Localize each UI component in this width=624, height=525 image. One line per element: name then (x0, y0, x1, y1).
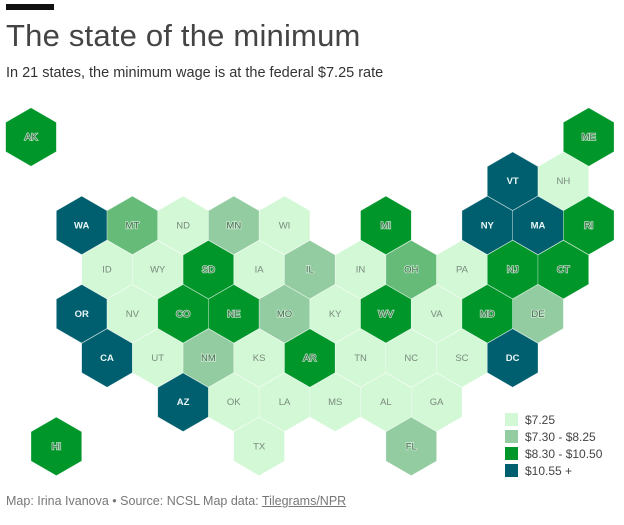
footer-credit-text: Map: Irina Ivanova • Source: NCSL Map da… (6, 494, 262, 508)
state-label: KY (329, 309, 342, 320)
state-label: MO (277, 309, 292, 320)
state-label: NC (404, 353, 418, 364)
legend-label: $8.30 - $10.50 (525, 446, 603, 461)
state-label: UT (151, 353, 164, 364)
state-hex-fl[interactable]: FL (385, 416, 437, 477)
header-accent-bar (6, 4, 54, 10)
legend-label: $7.25 (525, 412, 556, 427)
state-hex-shape[interactable] (486, 328, 539, 388)
state-label: AR (303, 353, 316, 364)
state-label: MT (126, 220, 140, 231)
page-subtitle: In 21 states, the minimum wage is at the… (6, 65, 384, 81)
state-hex-shape[interactable] (5, 107, 57, 167)
state-label: CA (100, 353, 114, 364)
state-label: WY (150, 265, 166, 276)
state-label: FL (406, 441, 417, 452)
state-label: NV (126, 309, 140, 320)
state-hex-mn[interactable]: MN (208, 195, 260, 256)
state-hex-mt[interactable]: MT (106, 195, 159, 256)
legend-label: $10.55 + (525, 463, 573, 478)
state-label: WA (74, 220, 89, 231)
state-label: CO (176, 309, 190, 320)
source-link[interactable]: Tilegrams/NPR (261, 494, 347, 508)
state-hex-tx[interactable]: TX (233, 416, 285, 477)
legend-swatch (505, 413, 518, 426)
state-hex-mo[interactable]: MO (258, 284, 311, 344)
state-label: HI (52, 441, 62, 452)
state-label: ME (582, 132, 596, 143)
state-label: TX (253, 441, 266, 452)
footer-credits: Map: Irina Ivanova • Source: NCSL Map da… (6, 494, 346, 508)
legend-swatch (505, 447, 518, 460)
state-label: MI (381, 220, 392, 231)
state-label: IL (306, 265, 314, 276)
legend-swatch (505, 430, 518, 443)
state-label: NM (201, 353, 216, 364)
state-label: SC (455, 353, 468, 364)
state-label: MD (480, 309, 495, 320)
state-hex-ri[interactable]: RI (563, 195, 615, 256)
state-hex-hi[interactable]: HI (30, 416, 82, 477)
state-hex-de[interactable]: DE (512, 284, 564, 344)
state-label: NY (481, 220, 495, 231)
page-title: The state of the minimum (6, 18, 361, 53)
state-hex-co[interactable]: CO (157, 284, 209, 344)
state-label: WV (378, 309, 394, 320)
state-hex-dc[interactable]: DC (486, 328, 539, 388)
state-label: NJ (507, 265, 519, 276)
state-hex-shape[interactable] (233, 416, 285, 477)
state-label: MN (226, 220, 241, 231)
state-label: DE (531, 309, 544, 320)
state-label: OK (227, 397, 241, 408)
legend-label: $7.30 - $8.25 (525, 429, 596, 444)
legend-item: $7.30 - $8.25 (505, 428, 602, 445)
state-label: SD (202, 265, 215, 276)
state-hex-wv[interactable]: WV (360, 284, 412, 344)
state-hex-nj[interactable]: NJ (486, 239, 539, 300)
state-label: MA (531, 220, 546, 231)
state-label: GA (430, 397, 444, 408)
legend-item: $8.30 - $10.50 (505, 445, 602, 462)
state-label: TN (354, 353, 367, 364)
state-label: ID (102, 265, 112, 276)
state-hex-shape[interactable] (30, 416, 82, 477)
state-label: AZ (177, 397, 190, 408)
state-label: NE (227, 309, 240, 320)
state-label: RI (584, 220, 594, 231)
legend-item: $7.25 (505, 411, 602, 428)
state-label: LA (279, 397, 291, 408)
state-label: OH (404, 265, 418, 276)
hex-map: AK ME VT NH WA MT ND MN WI MI NY MA RI ID WY SD IA IL IN OH… (5, 107, 615, 477)
state-label: ND (176, 220, 190, 231)
state-hex-me[interactable]: ME (563, 107, 615, 167)
state-label: VT (507, 176, 519, 187)
state-label: IN (356, 265, 366, 276)
state-hex-ne[interactable]: NE (208, 284, 260, 344)
state-label: KS (253, 353, 266, 364)
state-label: NH (556, 176, 570, 187)
state-label: AL (380, 397, 392, 408)
state-label: OR (75, 309, 89, 320)
state-hex-ar[interactable]: AR (284, 328, 336, 388)
state-label: IA (255, 265, 265, 276)
state-label: DC (506, 353, 520, 364)
state-label: MS (328, 397, 342, 408)
state-label: PA (456, 265, 469, 276)
legend: $7.25 $7.30 - $8.25 $8.30 - $10.50 $10.5… (505, 411, 602, 479)
state-label: WI (279, 220, 291, 231)
state-label: AK (25, 132, 38, 143)
state-hex-ak[interactable]: AK (5, 107, 57, 167)
state-label: VA (431, 309, 444, 320)
state-hex-shape[interactable] (385, 416, 437, 477)
state-hex-ct[interactable]: CT (537, 239, 590, 300)
legend-item: $10.55 + (505, 462, 602, 479)
legend-swatch (505, 464, 518, 477)
state-label: CT (557, 265, 570, 276)
